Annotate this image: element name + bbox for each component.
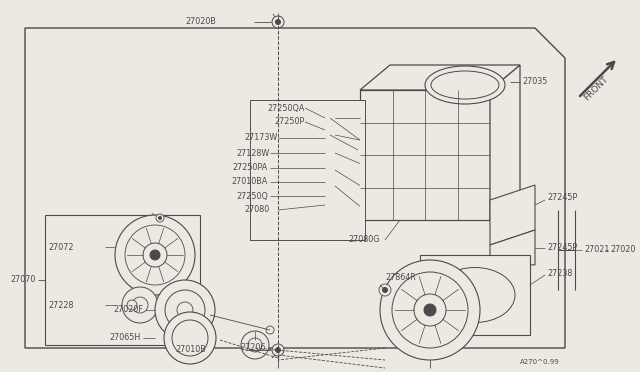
- Bar: [250, 100, 365, 240]
- Circle shape: [328, 116, 332, 120]
- Text: 27228: 27228: [48, 301, 74, 310]
- Text: 27020: 27020: [610, 246, 636, 254]
- Text: 27250PA: 27250PA: [233, 164, 268, 173]
- Circle shape: [150, 250, 160, 260]
- Circle shape: [122, 287, 158, 323]
- Circle shape: [328, 168, 332, 172]
- Circle shape: [328, 133, 332, 137]
- Polygon shape: [360, 65, 520, 90]
- Circle shape: [392, 272, 468, 348]
- Text: 27010BA: 27010BA: [232, 177, 268, 186]
- Polygon shape: [490, 185, 535, 245]
- Polygon shape: [490, 65, 520, 220]
- Circle shape: [156, 214, 164, 222]
- Text: FRONT: FRONT: [582, 74, 610, 102]
- Text: 27021: 27021: [584, 246, 609, 254]
- Circle shape: [325, 165, 335, 175]
- Circle shape: [424, 304, 436, 316]
- Circle shape: [275, 347, 280, 353]
- Text: 27128W: 27128W: [237, 148, 270, 157]
- Circle shape: [155, 280, 215, 340]
- Text: A270^0.99: A270^0.99: [520, 359, 560, 365]
- Bar: [45, 215, 200, 345]
- Circle shape: [159, 217, 161, 219]
- Circle shape: [328, 184, 332, 188]
- Circle shape: [248, 338, 262, 352]
- Text: 27070: 27070: [11, 276, 36, 285]
- Text: 27206: 27206: [240, 343, 266, 353]
- Circle shape: [383, 288, 387, 292]
- Polygon shape: [490, 230, 535, 265]
- Text: 27173W: 27173W: [244, 134, 278, 142]
- Circle shape: [380, 260, 480, 360]
- Circle shape: [325, 148, 335, 158]
- Circle shape: [132, 297, 148, 313]
- Ellipse shape: [435, 267, 515, 323]
- Circle shape: [325, 113, 335, 123]
- Bar: [420, 255, 530, 335]
- Text: 27080G: 27080G: [348, 235, 380, 244]
- Text: 27250Q: 27250Q: [236, 192, 268, 201]
- Ellipse shape: [431, 71, 499, 99]
- Circle shape: [328, 151, 332, 155]
- Circle shape: [272, 16, 284, 28]
- Text: 27080: 27080: [244, 205, 270, 215]
- Text: 27072: 27072: [48, 243, 74, 251]
- Circle shape: [177, 302, 193, 318]
- Circle shape: [165, 290, 205, 330]
- Text: 27864R: 27864R: [385, 273, 416, 282]
- Text: 27245P: 27245P: [547, 244, 577, 253]
- Text: 27035: 27035: [522, 77, 547, 87]
- Text: 27250P: 27250P: [275, 118, 305, 126]
- Polygon shape: [25, 28, 565, 348]
- Text: 27250QA: 27250QA: [268, 103, 305, 112]
- Bar: [360, 90, 490, 220]
- Ellipse shape: [425, 66, 505, 104]
- Circle shape: [325, 130, 335, 140]
- Text: 27245P: 27245P: [547, 193, 577, 202]
- Circle shape: [164, 312, 216, 364]
- Text: 27020F: 27020F: [113, 305, 143, 314]
- Circle shape: [172, 320, 208, 356]
- Circle shape: [325, 181, 335, 191]
- Circle shape: [379, 284, 391, 296]
- Circle shape: [143, 243, 167, 267]
- Circle shape: [125, 225, 185, 285]
- Circle shape: [414, 294, 446, 326]
- Circle shape: [272, 344, 284, 356]
- Circle shape: [241, 331, 269, 359]
- Text: 27020B: 27020B: [185, 17, 216, 26]
- Text: 27010B: 27010B: [175, 346, 205, 355]
- Text: 27238: 27238: [547, 269, 572, 278]
- Circle shape: [115, 215, 195, 295]
- Text: 27065H: 27065H: [109, 334, 141, 343]
- Circle shape: [275, 19, 280, 25]
- Circle shape: [127, 300, 137, 310]
- Circle shape: [266, 326, 274, 334]
- Bar: [250, 100, 365, 240]
